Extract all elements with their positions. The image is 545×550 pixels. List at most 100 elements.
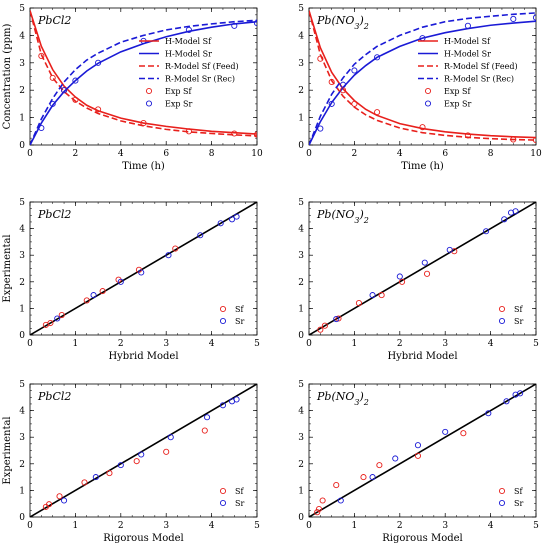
data-point — [140, 120, 147, 127]
data-point — [133, 458, 140, 465]
x-tick-label: 5 — [533, 339, 539, 349]
data-point — [483, 228, 490, 235]
data-point — [351, 100, 358, 107]
panel-title: Pb(NO3)2 — [316, 208, 369, 225]
legend-label: Sf — [235, 487, 244, 496]
data-point — [117, 278, 124, 285]
panel-title: PbCl2 — [37, 14, 71, 27]
y-tick-label: 1 — [298, 114, 304, 124]
data-point — [419, 124, 426, 131]
x-tick-label: 4 — [488, 521, 494, 531]
data-point — [442, 428, 449, 435]
data-point — [38, 124, 45, 132]
data-point — [46, 501, 53, 508]
ideal-line — [30, 384, 257, 517]
legend-label: Sf — [514, 487, 523, 496]
plot-area — [309, 202, 536, 335]
panel-title: PbCl2 — [37, 208, 71, 221]
x-tick-label: 0 — [306, 339, 312, 349]
x-tick-label: 0 — [306, 149, 312, 159]
data-point — [172, 245, 179, 252]
x-tick-label: 8 — [488, 149, 494, 159]
legend-label: H-Model Sr — [165, 50, 212, 59]
data-point — [503, 398, 510, 405]
data-point — [95, 59, 102, 66]
data-point — [510, 15, 517, 23]
data-point — [54, 315, 61, 322]
y-tick-label: 5 — [19, 4, 25, 14]
x-tick-label: 10 — [251, 149, 263, 159]
data-point — [485, 410, 492, 417]
x-tick-label: 1 — [352, 339, 358, 349]
x-tick-label: 2 — [397, 339, 403, 349]
data-point — [314, 509, 321, 516]
x-tick-label: 0 — [27, 149, 33, 159]
data-point — [95, 106, 102, 113]
data-point — [92, 474, 99, 481]
data-point — [333, 315, 340, 323]
data-point — [464, 22, 471, 29]
x-axis-label: Hybrid Model — [387, 351, 457, 362]
legend-label: Sr — [235, 499, 244, 508]
legend-label: Exp Sf — [165, 87, 192, 96]
data-point — [138, 451, 145, 458]
data-point — [464, 132, 471, 139]
x-axis-label: Time (h) — [401, 161, 444, 172]
data-point — [512, 208, 519, 215]
data-point — [399, 278, 406, 285]
legend-marker — [219, 317, 227, 325]
y-tick-label: 1 — [19, 304, 25, 314]
y-tick-label: 1 — [19, 114, 25, 124]
y-axis-label: Experimental — [2, 234, 13, 302]
y-tick-label: 5 — [298, 198, 304, 208]
y-tick-label: 3 — [19, 433, 25, 443]
data-point — [321, 322, 328, 329]
legend-marker — [219, 499, 227, 507]
legend-label: Sr — [514, 317, 523, 326]
data-point — [185, 26, 192, 33]
series-line — [309, 12, 536, 145]
legend-marker — [145, 100, 153, 107]
x-tick-label: 2 — [352, 149, 358, 159]
y-tick-label: 5 — [19, 198, 25, 208]
x-axis-label: Hybrid Model — [108, 351, 178, 362]
x-axis-label: Rigorous Model — [103, 533, 183, 544]
x-tick-label: 3 — [163, 339, 169, 349]
y-tick-label: 3 — [298, 59, 304, 69]
legend-label: Sr — [235, 317, 244, 326]
x-tick-label: 2 — [118, 339, 124, 349]
y-tick-label: 0 — [19, 513, 25, 523]
data-point — [38, 52, 45, 60]
data-point — [138, 269, 145, 276]
data-point — [421, 259, 428, 266]
legend-label: H-Model Sr — [444, 50, 491, 59]
y-tick-label: 4 — [298, 31, 304, 41]
data-point — [396, 273, 403, 280]
x-tick-label: 3 — [442, 339, 448, 349]
y-axis-label: Experimental — [2, 416, 13, 484]
legend-marker — [145, 87, 153, 95]
y-tick-label: 4 — [298, 225, 304, 235]
ideal-line — [30, 202, 257, 335]
x-tick-label: 4 — [397, 149, 403, 159]
data-point — [317, 125, 324, 132]
data-point — [81, 479, 88, 486]
data-point — [49, 100, 56, 107]
ideal-line — [309, 202, 536, 335]
y-tick-label: 3 — [298, 433, 304, 443]
y-tick-label: 2 — [298, 278, 304, 288]
y-tick-label: 5 — [19, 380, 25, 390]
data-point — [315, 505, 323, 513]
x-tick-label: 5 — [254, 521, 260, 531]
legend-label: R-Model Sr (Rec) — [444, 75, 514, 84]
data-point — [61, 87, 68, 94]
x-tick-label: 1 — [73, 339, 79, 349]
x-tick-label: 10 — [530, 149, 542, 159]
data-point — [378, 292, 385, 299]
panel-1: 0 2 4 6 8 10 0 1 2 3 4 5 Time (h) Concentration (ppm)… — [2, 4, 263, 172]
data-point — [83, 297, 90, 304]
data-point — [167, 434, 174, 441]
data-point — [90, 292, 97, 299]
data-point — [185, 128, 192, 135]
